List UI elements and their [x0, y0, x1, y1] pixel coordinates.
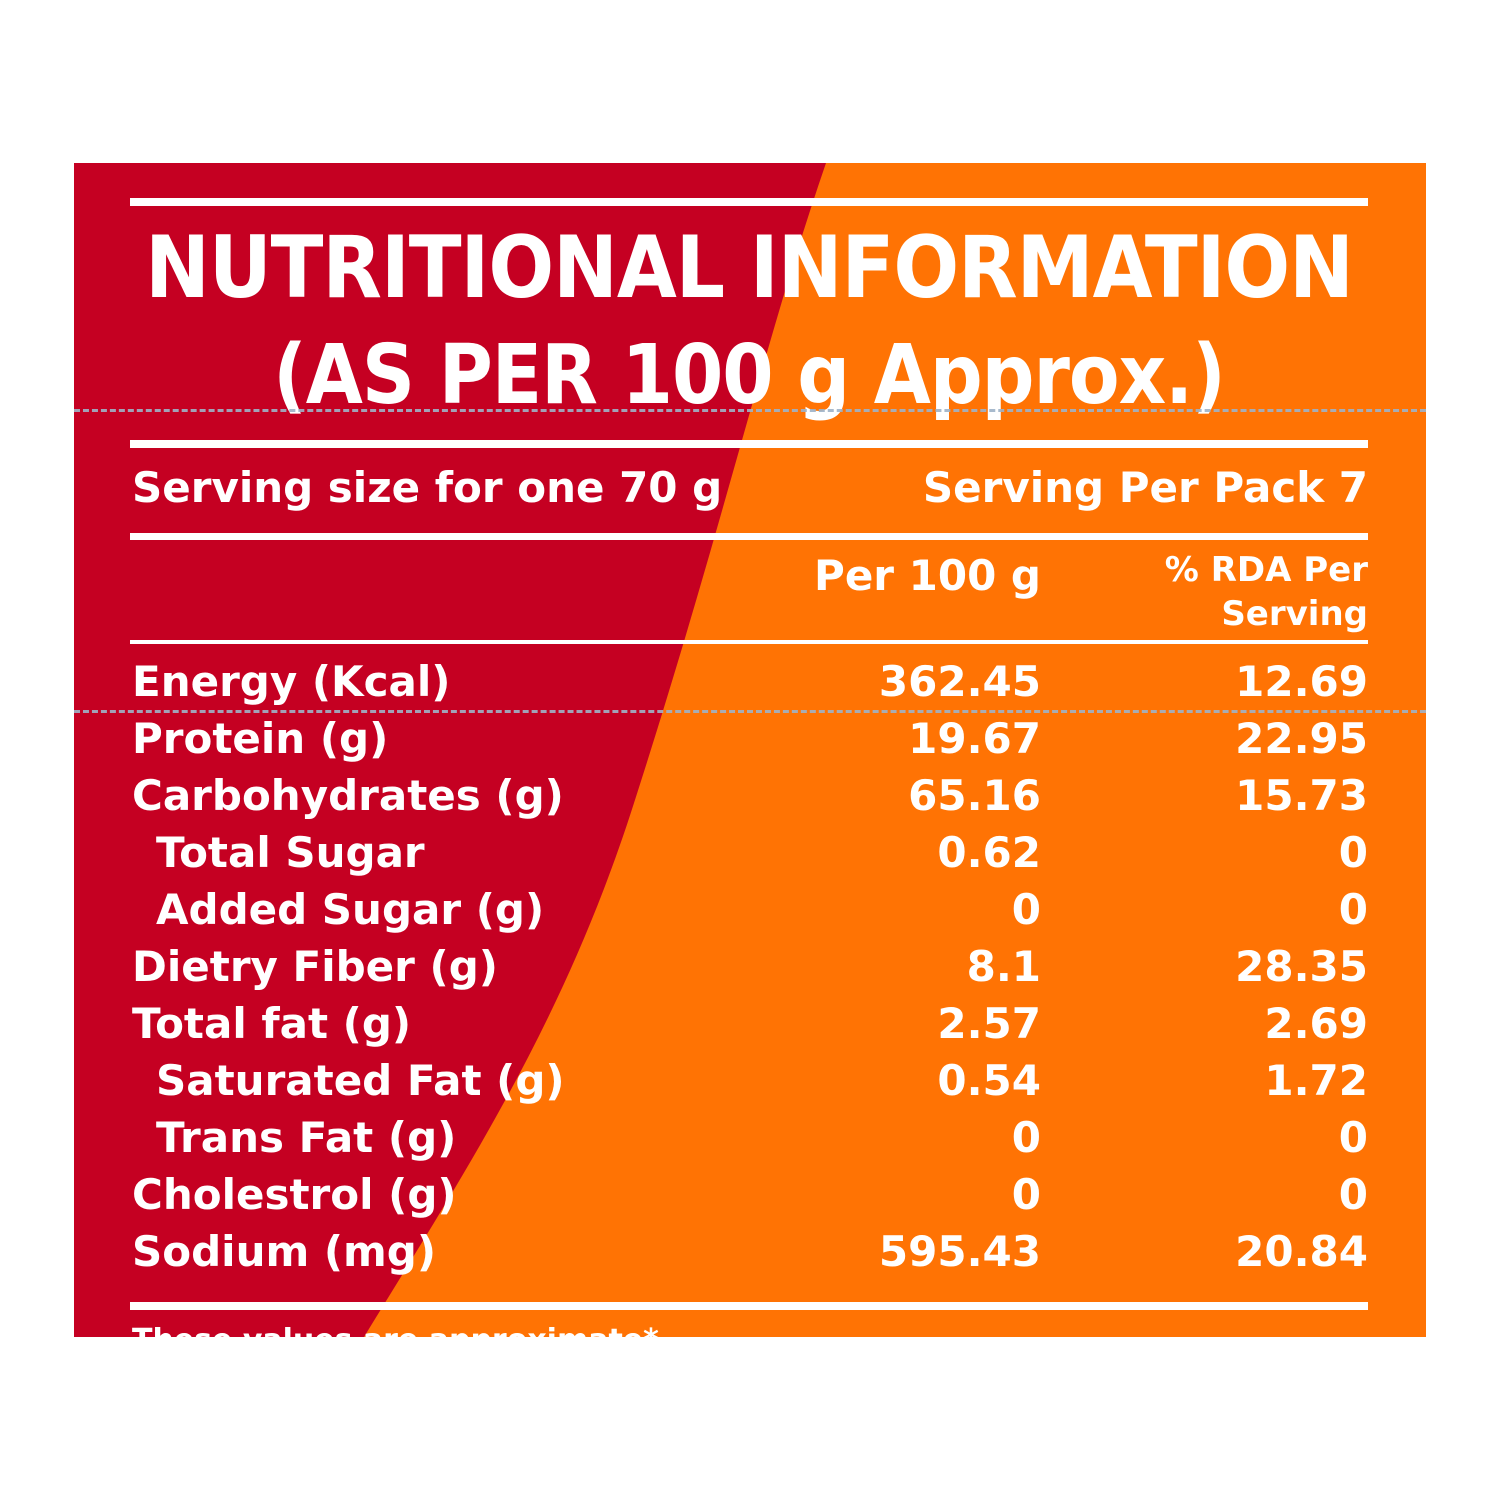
- nutrition-panel: NUTRITIONAL INFORMATION (AS PER 100 g Ap…: [74, 163, 1426, 1337]
- nutrient-label: Trans Fat (g): [156, 1113, 457, 1162]
- footnote: These values are approximate*: [132, 1323, 659, 1337]
- bottom-rule: [130, 1302, 1368, 1310]
- table-row-carbohydrates: Carbohydrates (g) 65.16 15.73: [74, 767, 1426, 824]
- nutrient-table: Energy (Kcal) 362.45 12.69 Protein (g) 1…: [74, 653, 1426, 1280]
- crop-guide-line-bottom: [74, 710, 1426, 713]
- rda-value: 22.95: [1235, 714, 1368, 763]
- nutrient-label: Total Sugar: [156, 828, 425, 877]
- nutrient-label: Cholestrol (g): [132, 1170, 457, 1219]
- rda-value: 1.72: [1264, 1056, 1368, 1105]
- serving-size: Serving size for one 70 g: [132, 463, 723, 512]
- rda-value: 20.84: [1235, 1227, 1368, 1276]
- two-tone-background: [74, 163, 1426, 1337]
- column-header-per-100g: Per 100 g: [814, 551, 1041, 600]
- nutrient-label: Dietry Fiber (g): [132, 942, 498, 991]
- table-row-cholestrol: Cholestrol (g) 0 0: [74, 1166, 1426, 1223]
- per-100g-value: 595.43: [878, 1227, 1041, 1276]
- title-line-2: (AS PER 100 g Approx.): [273, 328, 1226, 423]
- crop-guide-line-top: [74, 409, 1426, 412]
- nutrient-label: Added Sugar (g): [156, 885, 545, 934]
- rda-value: 0: [1338, 1113, 1368, 1162]
- rule-below-headers: [130, 640, 1368, 644]
- table-row-added-sugar: Added Sugar (g) 0 0: [74, 881, 1426, 938]
- rda-value: 15.73: [1235, 771, 1368, 820]
- title-line-1: NUTRITIONAL INFORMATION: [145, 218, 1354, 318]
- per-100g-value: 8.1: [966, 942, 1041, 991]
- rda-value: 12.69: [1235, 657, 1368, 706]
- per-100g-value: 65.16: [908, 771, 1041, 820]
- rule-below-serving: [130, 533, 1368, 540]
- per-100g-value: 19.67: [908, 714, 1041, 763]
- table-row-total-sugar: Total Sugar 0.62 0: [74, 824, 1426, 881]
- nutrient-label: Saturated Fat (g): [156, 1056, 565, 1105]
- per-100g-value: 0.54: [937, 1056, 1041, 1105]
- table-row-trans-fat: Trans Fat (g) 0 0: [74, 1109, 1426, 1166]
- nutrient-label: Total fat (g): [132, 999, 412, 1048]
- per-100g-value: 0.62: [937, 828, 1041, 877]
- rda-value: 0: [1338, 1170, 1368, 1219]
- per-100g-value: 0: [1011, 1113, 1041, 1162]
- nutrient-label: Sodium (mg): [132, 1227, 437, 1276]
- table-row-total-fat: Total fat (g) 2.57 2.69: [74, 995, 1426, 1052]
- table-row-energy: Energy (Kcal) 362.45 12.69: [74, 653, 1426, 710]
- table-row-dietry-fiber: Dietry Fiber (g) 8.1 28.35: [74, 938, 1426, 995]
- column-header-rda: % RDA Per Serving: [1165, 548, 1368, 636]
- top-rule: [130, 198, 1368, 206]
- rda-value: 2.69: [1264, 999, 1368, 1048]
- nutrient-label: Energy (Kcal): [132, 657, 451, 706]
- table-row-sodium: Sodium (mg) 595.43 20.84: [74, 1223, 1426, 1280]
- rda-header-line-1: % RDA Per: [1164, 550, 1368, 590]
- table-row-saturated-fat: Saturated Fat (g) 0.54 1.72: [74, 1052, 1426, 1109]
- rda-value: 28.35: [1235, 942, 1368, 991]
- rda-value: 0: [1338, 828, 1368, 877]
- table-row-protein: Protein (g) 19.67 22.95: [74, 710, 1426, 767]
- per-100g-value: 362.45: [878, 657, 1041, 706]
- serving-per-pack: Serving Per Pack 7: [922, 463, 1368, 512]
- per-100g-value: 0: [1011, 885, 1041, 934]
- nutrient-label: Protein (g): [132, 714, 389, 763]
- red-swoosh: [74, 163, 826, 1337]
- nutrient-label: Carbohydrates (g): [132, 771, 564, 820]
- rule-above-serving: [130, 440, 1368, 448]
- rda-value: 0: [1338, 885, 1368, 934]
- per-100g-value: 2.57: [937, 999, 1041, 1048]
- per-100g-value: 0: [1011, 1170, 1041, 1219]
- rda-header-line-2: Serving: [1221, 594, 1368, 634]
